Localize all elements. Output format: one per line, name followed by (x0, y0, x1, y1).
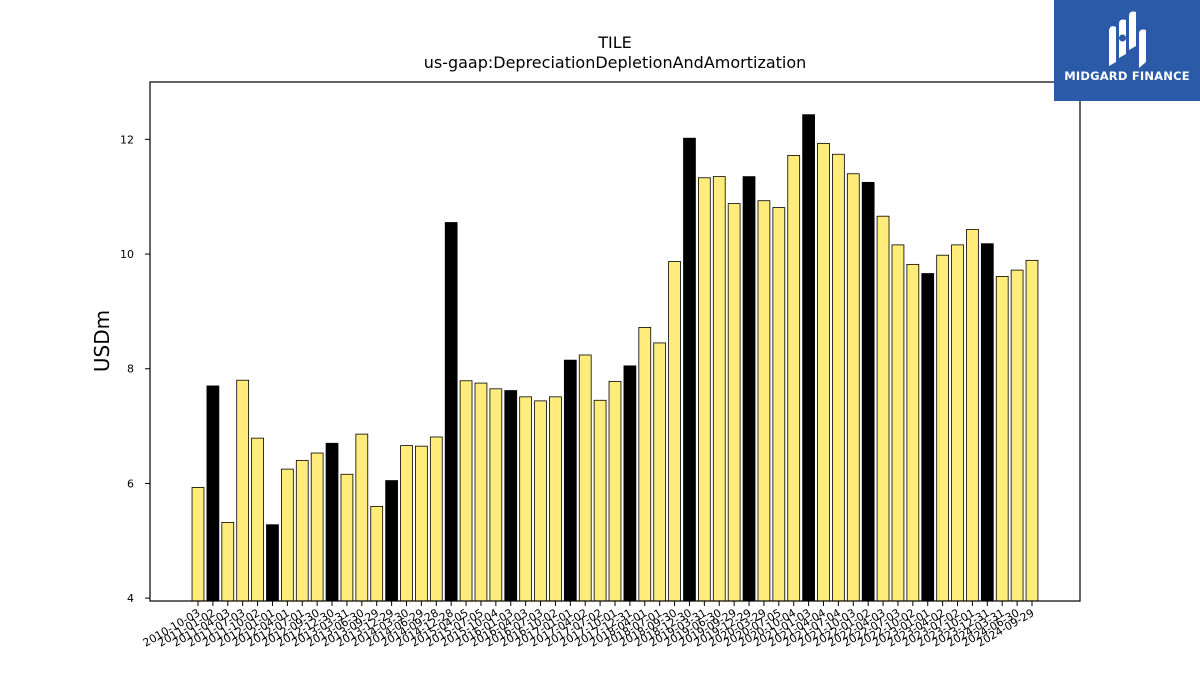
bar-2021-04-04 (817, 142, 830, 602)
x-axis: 2010-10-032011-01-022011-04-032011-07-03… (141, 601, 1037, 650)
bar-2022-07-03 (891, 244, 905, 602)
bar-2019-09-29 (727, 203, 741, 602)
bar-2017-04-02 (578, 354, 592, 602)
bar-2012-07-01 (295, 460, 309, 602)
logo-text: MIDGARD FINANCE (1064, 69, 1190, 83)
bar-2024-06-30 (1010, 269, 1024, 602)
bar-2012-09-30 (310, 452, 324, 602)
bar-2023-10-01 (966, 228, 979, 602)
bar-2017-12-31 (623, 365, 637, 602)
midgard-finance-logo: MIDGARD FINANCE (1054, 0, 1200, 101)
bar-2014-12-28 (444, 222, 458, 602)
bar-2021-07-04 (832, 153, 845, 602)
bar-2019-06-30 (712, 176, 726, 602)
y-tick-label: 10 (120, 248, 134, 261)
bar-2020-07-05 (772, 207, 786, 602)
bar-2015-07-05 (474, 382, 488, 602)
bar-2022-01-02 (861, 181, 875, 602)
bar-2018-12-30 (683, 137, 696, 602)
bar-2014-06-29 (415, 445, 428, 602)
bar-2022-10-02 (906, 263, 920, 602)
bar-2022-04-03 (876, 215, 890, 602)
y-axis: 4 6 8 10 12 (120, 133, 150, 605)
bar-2014-03-30 (400, 445, 413, 602)
bar-2015-04-05 (459, 380, 473, 602)
bar-2021-01-03 (802, 114, 815, 602)
bar-2013-12-29 (385, 480, 398, 602)
y-tick-label: 6 (127, 477, 134, 490)
bar-2023-01-01 (921, 273, 935, 602)
bar-2023-04-02 (936, 254, 950, 602)
bar-2011-01-02 (206, 385, 220, 602)
bar-2016-01-03 (504, 390, 518, 602)
bar-2019-12-29 (742, 176, 756, 602)
bar-2017-10-01 (608, 380, 622, 602)
bar-2017-01-01 (563, 359, 577, 602)
bar-2012-12-30 (325, 442, 339, 602)
plot-frame (149, 81, 1081, 602)
bar-2015-10-04 (489, 388, 503, 602)
bar-2011-07-03 (236, 379, 250, 602)
bar-2013-06-30 (355, 433, 369, 602)
bar-2024-03-31 (995, 276, 1009, 602)
bar-2020-10-04 (787, 155, 801, 602)
midgard-mark-icon (1109, 11, 1146, 68)
bar-2023-12-31 (980, 243, 994, 602)
bar-2016-10-02 (549, 396, 562, 602)
bar-2023-07-02 (951, 244, 964, 602)
bar-2014-09-28 (429, 436, 443, 602)
bar-2013-03-31 (340, 473, 354, 602)
bar-2012-01-01 (266, 524, 279, 602)
bar-series (191, 114, 1039, 602)
bar-2011-04-03 (221, 522, 235, 602)
y-tick-label: 4 (127, 592, 134, 605)
chart-title: TILE (597, 33, 632, 52)
chart-subtitle: us-gaap:DepreciationDepletionAndAmortiza… (424, 53, 807, 72)
y-tick-label: 12 (120, 133, 134, 146)
y-tick-label: 8 (127, 363, 134, 376)
bar-2018-04-01 (638, 327, 652, 602)
bar-2021-10-03 (846, 173, 860, 602)
bar-2019-03-31 (698, 177, 711, 602)
bar-2018-09-30 (668, 261, 681, 602)
bar-2013-09-29 (370, 505, 384, 602)
bar-2012-04-01 (280, 468, 294, 602)
bar-2016-07-03 (534, 400, 547, 602)
bar-2011-10-02 (251, 437, 264, 602)
bar-2018-07-01 (653, 342, 667, 602)
bar-2010-10-03 (191, 487, 205, 602)
bar-2016-04-03 (519, 396, 533, 602)
bar-2017-07-02 (593, 399, 607, 602)
y-axis-label: USDm (90, 310, 114, 372)
bar-2024-09-29 (1025, 259, 1039, 602)
bar-2020-03-29 (757, 200, 771, 602)
